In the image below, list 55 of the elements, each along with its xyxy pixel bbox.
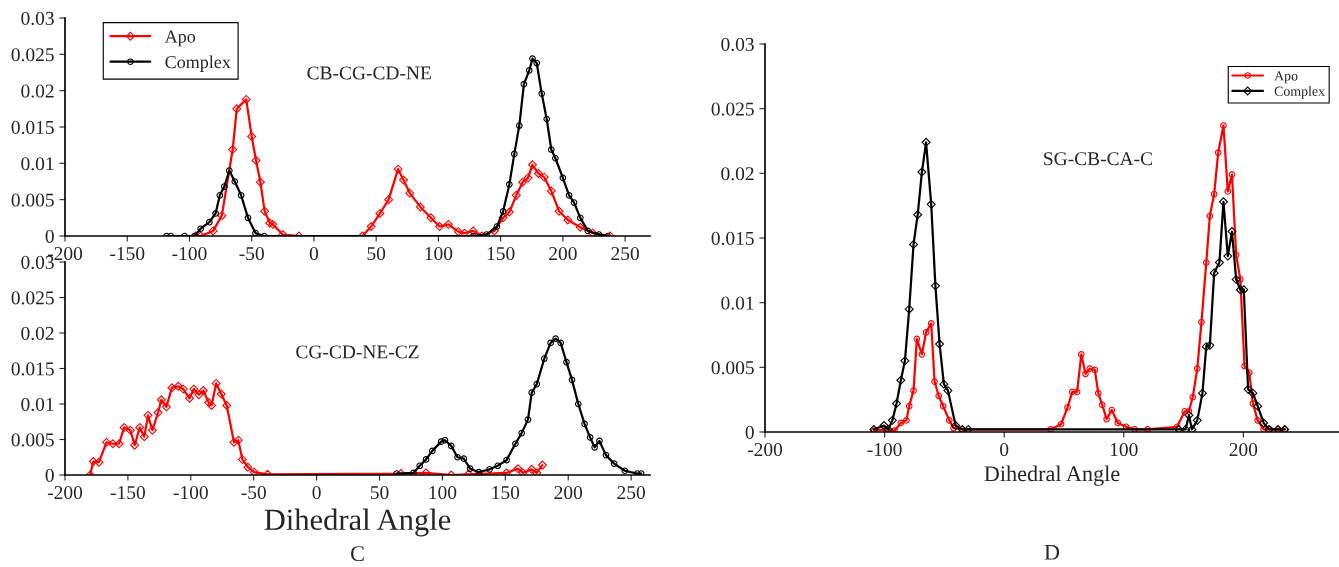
x-tick-label: 150 <box>487 246 515 261</box>
y-tick-label: 0.02 <box>721 167 754 181</box>
x-axis-title: Dihedral Angle <box>984 465 1120 486</box>
y-tick-label: 0.01 <box>21 397 54 412</box>
y-tick-label: 0.02 <box>21 84 54 98</box>
x-axis-title: Dihedral Angle <box>264 508 451 537</box>
legend-label: Apo <box>164 30 196 47</box>
x-tick-label: -50 <box>241 485 266 500</box>
y-tick-label: 0.005 <box>11 193 54 207</box>
text: C <box>351 546 364 562</box>
x-tick-label: -200 <box>47 485 83 500</box>
text: D <box>1044 545 1060 560</box>
y-tick-label: 0.005 <box>11 433 54 447</box>
x-tick-label: -150 <box>110 485 145 500</box>
x-tick-label: 50 <box>370 485 389 500</box>
x-tick-label: 150 <box>492 485 520 500</box>
x-tick-label: 200 <box>1229 442 1258 457</box>
legend-label: Complex <box>1274 86 1325 99</box>
x-tick-label: 100 <box>429 485 457 500</box>
x-tick-label: 0 <box>312 485 321 500</box>
y-tick-label: 0.03 <box>21 11 54 26</box>
x-tick-label: -200 <box>747 442 783 457</box>
y-tick-label: 0.01 <box>21 157 54 171</box>
y-tick-label: 0.025 <box>11 291 54 305</box>
x-tick-label: 100 <box>425 246 453 261</box>
x-tick-label: 200 <box>549 246 577 261</box>
y-tick-label: 0 <box>45 468 54 482</box>
y-tick-label: 0.005 <box>711 361 754 375</box>
x-tick-label: 100 <box>1110 442 1138 457</box>
text: CG-CD-NE-CZ <box>296 345 419 359</box>
x-tick-label: -50 <box>239 246 264 261</box>
x-tick-label: 0 <box>309 246 319 261</box>
legend-label: Apo <box>1274 71 1298 84</box>
x-tick-label: 250 <box>611 246 639 261</box>
y-tick-label: 0.025 <box>11 48 54 62</box>
y-tick-label: 0.015 <box>11 120 54 135</box>
text: SG-CB-CA-C <box>1044 152 1152 166</box>
y-tick-label: 0 <box>745 425 754 439</box>
legend-label: Complex <box>165 55 231 72</box>
y-tick-label: 0 <box>45 229 54 243</box>
x-tick-label: -100 <box>172 246 207 261</box>
x-tick-label: 0 <box>1000 442 1009 457</box>
y-tick-label: 0.02 <box>21 326 54 341</box>
x-tick-label: -100 <box>173 485 208 500</box>
y-tick-label: 0.015 <box>11 362 54 376</box>
x-tick-label: -100 <box>867 442 902 457</box>
y-tick-label: 0.03 <box>721 37 754 52</box>
y-tick-label: 0.025 <box>711 102 754 116</box>
x-tick-label: -150 <box>110 246 145 261</box>
y-tick-label: 0.015 <box>711 231 754 246</box>
x-tick-label: 200 <box>554 485 583 500</box>
x-tick-label: 50 <box>367 246 386 261</box>
y-tick-label: 0.01 <box>721 296 754 310</box>
x-tick-label: 250 <box>617 485 645 500</box>
text: CB-CG-CD-NE <box>307 66 431 80</box>
